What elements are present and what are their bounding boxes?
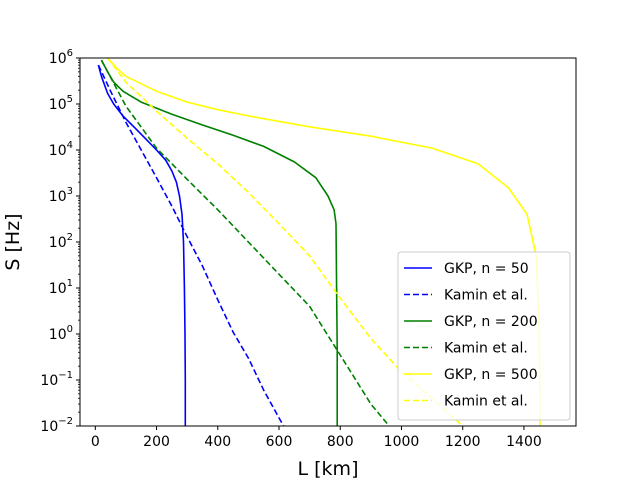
x-tick-label: 1000 — [384, 434, 420, 450]
legend-box — [397, 251, 571, 421]
legend-label-2: GKP, n = 200 — [444, 314, 538, 330]
y-tick-label: 100 — [49, 324, 73, 343]
legend-label-3: Kamin et al. — [444, 341, 528, 357]
legend: GKP, n = 50 Kamin et al. GKP, n = 200 Kamin… — [397, 251, 571, 421]
y-tick-label: 10−2 — [40, 416, 73, 435]
y-tick-label: 101 — [49, 278, 73, 297]
series-layer — [97, 58, 541, 426]
y-tick-label: 106 — [49, 48, 73, 67]
y-axis: 10−2 10−1 100 101 102 103 104 105 106 — [40, 48, 80, 435]
y-tick-label: 102 — [49, 232, 73, 251]
y-tick-label: 103 — [49, 186, 73, 205]
x-tick-label: 0 — [91, 434, 100, 450]
x-tick-label: 400 — [204, 434, 231, 450]
y-axis-label: S [Hz] — [2, 213, 24, 270]
legend-label-0: GKP, n = 50 — [444, 261, 529, 277]
y-tick-label: 104 — [49, 140, 73, 159]
y-tick-label: 10−1 — [40, 370, 73, 389]
series-line-3 — [100, 59, 390, 426]
series-line-1 — [97, 64, 285, 426]
x-axis-label: L [km] — [298, 458, 359, 480]
x-tick-label: 1400 — [506, 434, 542, 450]
x-tick-label: 600 — [266, 434, 293, 450]
series-line-0 — [97, 64, 187, 426]
x-axis: 0 200 400 600 800 1000 1200 1400 — [91, 426, 542, 450]
legend-label-5: Kamin et al. — [444, 394, 528, 410]
x-tick-label: 1200 — [445, 434, 481, 450]
series-line-2 — [100, 59, 339, 426]
legend-label-4: GKP, n = 500 — [444, 367, 538, 383]
legend-label-1: Kamin et al. — [444, 288, 528, 304]
x-tick-label: 200 — [143, 434, 170, 450]
x-tick-label: 800 — [327, 434, 354, 450]
series-line-5 — [106, 58, 464, 426]
y-tick-label: 105 — [49, 94, 73, 113]
